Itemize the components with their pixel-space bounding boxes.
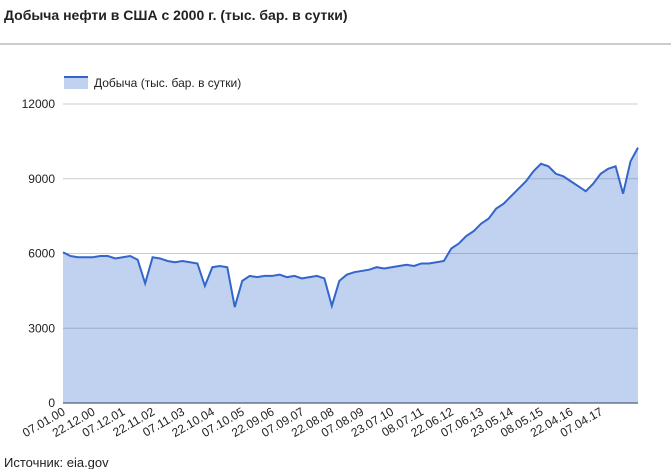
y-tick-label: 6000 [28, 247, 55, 261]
y-tick-label: 3000 [28, 321, 55, 335]
y-tick-label: 0 [48, 396, 55, 410]
y-tick-label: 12000 [22, 97, 56, 111]
area-fill [63, 147, 638, 403]
y-tick-label: 9000 [28, 172, 55, 186]
line [62, 147, 639, 310]
legend-swatch [64, 77, 88, 89]
chart-title: Добыча нефти в США с 2000 г. (тыс. бар. … [4, 7, 348, 23]
legend-label: Добыча (тыс. бар. в сутки) [94, 76, 241, 90]
source: Источник: eia.gov [4, 455, 109, 469]
